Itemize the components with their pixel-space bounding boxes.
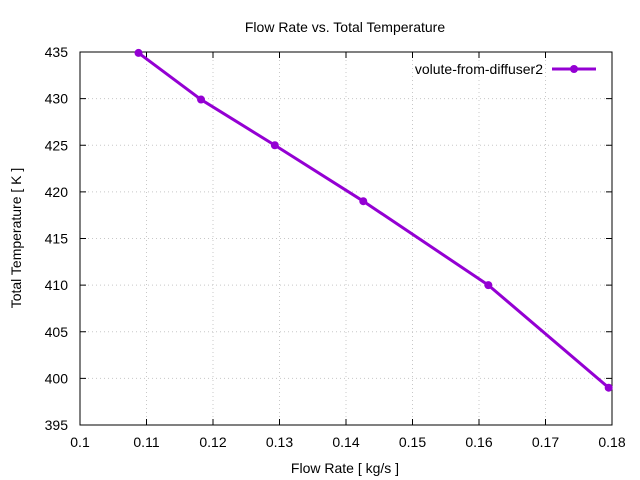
y-tick-label: 415 (45, 231, 69, 247)
data-point (134, 48, 143, 57)
data-point (270, 141, 279, 150)
x-axis-title: Flow Rate [ kg/s ] (291, 460, 399, 476)
x-tick-label: 0.1 (70, 434, 90, 450)
legend-label: volute-from-diffuser2 (415, 61, 543, 77)
x-tick-label: 0.15 (399, 434, 426, 450)
chart-title: Flow Rate vs. Total Temperature (245, 19, 445, 35)
y-axis: 395 400 405 410 415 420 425 430 435 (45, 44, 612, 433)
y-tick-label: 405 (45, 324, 69, 340)
y-tick-label: 400 (45, 370, 69, 386)
x-tick-label: 0.18 (598, 434, 625, 450)
y-axis-title: Total Temperature [ K ] (8, 168, 24, 309)
data-point (359, 197, 368, 206)
y-tick-label: 430 (45, 91, 69, 107)
x-tick-label: 0.14 (332, 434, 359, 450)
y-tick-label: 410 (45, 277, 69, 293)
legend: volute-from-diffuser2 (415, 61, 596, 77)
data-point (604, 383, 613, 392)
x-tick-label: 0.16 (465, 434, 492, 450)
y-tick-label: 420 (45, 184, 69, 200)
data-point (484, 281, 493, 290)
x-tick-label: 0.13 (266, 434, 293, 450)
legend-marker (570, 65, 578, 73)
grid-lines (80, 52, 612, 425)
series-layer (134, 48, 613, 392)
data-point (197, 95, 206, 104)
y-tick-label: 425 (45, 137, 69, 153)
series-line (137, 51, 610, 389)
x-tick-label: 0.17 (532, 434, 559, 450)
y-tick-label: 395 (45, 417, 69, 433)
x-axis: 0.1 0.11 0.12 0.13 0.14 0.15 0.16 0.17 0.18 (70, 52, 626, 450)
x-tick-label: 0.12 (199, 434, 226, 450)
x-tick-label: 0.11 (133, 434, 159, 450)
y-tick-label: 435 (45, 44, 69, 60)
